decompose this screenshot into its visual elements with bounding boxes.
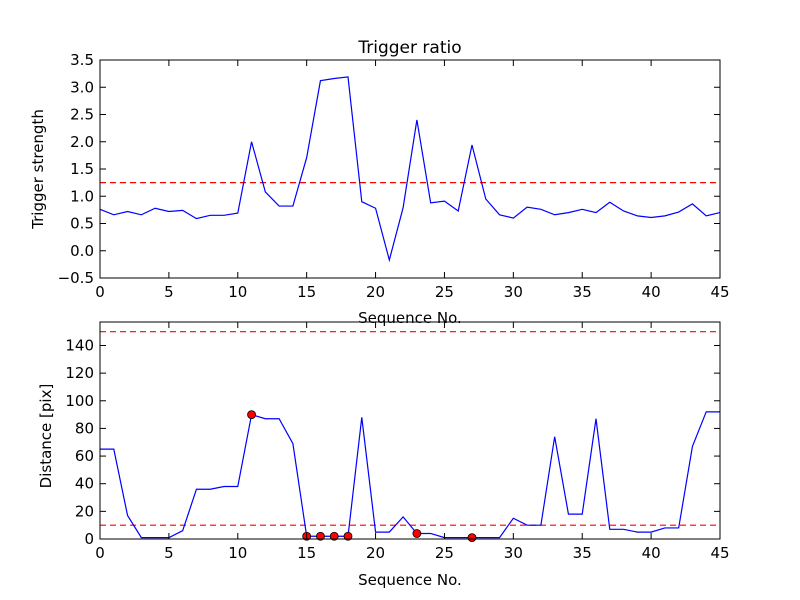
y-tick-label: 0.5 <box>70 215 94 233</box>
chart-title: Trigger ratio <box>357 38 461 58</box>
plot-area: 0 5 10 15 20 25 30 35 40 45 0 20 40 60 80 100 120 140 <box>65 321 730 562</box>
x-tick-label: 25 <box>435 283 454 301</box>
y-tick-label: 120 <box>65 364 94 382</box>
y-tick-label: 3.5 <box>70 51 94 69</box>
y-tick-label: 0.0 <box>70 242 94 260</box>
data-point-5 <box>412 529 422 538</box>
series-line-0 <box>99 76 721 263</box>
y-axis-label: Distance [pix] <box>37 384 55 489</box>
x-tick-label: 5 <box>164 544 174 562</box>
data-point-2 <box>316 531 325 541</box>
x-tick-label: 40 <box>642 544 661 562</box>
x-tick-label: 15 <box>297 544 316 562</box>
series-line-0 <box>100 411 720 539</box>
y-tick-label: 0 <box>84 530 94 548</box>
x-tick-label: 25 <box>435 544 454 562</box>
data-point-6 <box>467 533 477 543</box>
x-tick-label: 15 <box>297 283 316 301</box>
trigger-ratio-chart: Trigger ratio Sequence No. Trigger stren… <box>29 38 730 327</box>
x-tick-label: 20 <box>366 283 385 301</box>
y-tick-label: 40 <box>75 475 94 493</box>
x-tick-label: 10 <box>228 544 247 562</box>
x-tick-label: 20 <box>366 544 385 562</box>
y-tick-label: 3.0 <box>70 78 94 96</box>
x-tick-label: 10 <box>228 283 247 301</box>
x-tick-label: 40 <box>642 283 661 301</box>
x-tick-label: 35 <box>573 544 592 562</box>
y-tick-label: −0.5 <box>58 269 94 287</box>
y-tick-label: 2.0 <box>70 133 94 151</box>
x-tick-label: 0 <box>95 283 105 301</box>
data-point-3 <box>329 531 339 541</box>
x-tick-label: 45 <box>710 544 729 562</box>
x-tick-label: 30 <box>504 544 523 562</box>
x-tick-label: 35 <box>573 283 592 301</box>
y-tick-label: 60 <box>75 447 94 465</box>
data-point-0 <box>247 410 256 420</box>
y-tick-label: 100 <box>65 392 94 410</box>
y-axis-label: Trigger strength <box>29 109 47 230</box>
data-point-4 <box>343 531 353 541</box>
x-tick-label: 0 <box>95 544 105 562</box>
y-tick-label: 1.5 <box>70 160 94 178</box>
x-tick-label: 5 <box>164 283 174 301</box>
x-tick-label: 30 <box>504 283 523 301</box>
plot-area: 0 5 10 15 20 25 30 35 40 45 −0.5 0.0 0.5 1.0 1.5 2.0 2.5… <box>58 51 730 301</box>
y-tick-label: 2.5 <box>70 106 94 124</box>
x-axis-label: Sequence No. <box>358 571 462 589</box>
y-tick-label: 140 <box>65 336 94 354</box>
distance-chart: Sequence No. Distance [pix] 0 5 10 15 20 25 30… <box>37 321 730 589</box>
y-tick-label: 1.0 <box>70 187 94 205</box>
y-tick-label: 80 <box>75 419 94 437</box>
x-axis-label: Sequence No. <box>358 309 462 327</box>
axes-frame <box>99 321 721 540</box>
x-tick-label: 45 <box>710 283 729 301</box>
y-tick-label: 20 <box>75 502 94 520</box>
